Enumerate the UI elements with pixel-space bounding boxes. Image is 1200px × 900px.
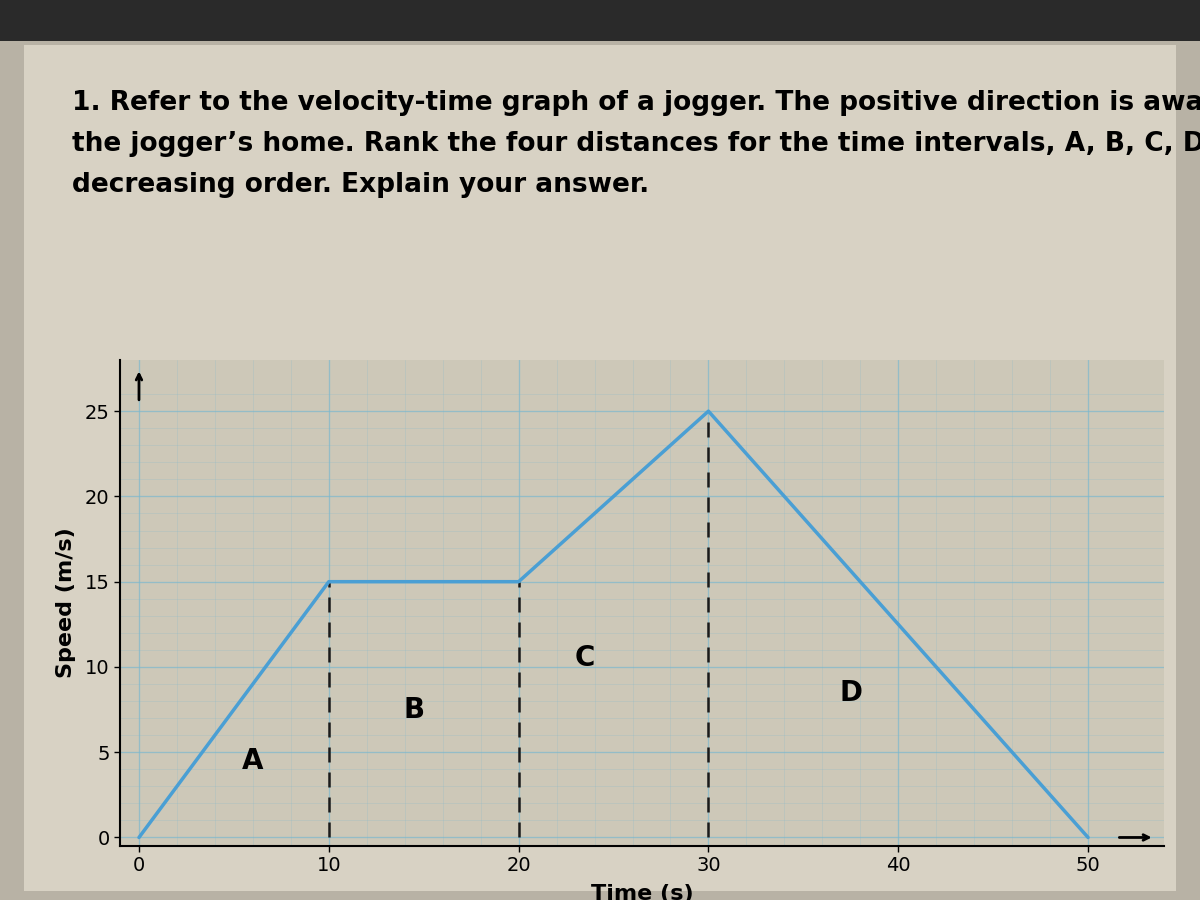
Text: 1. Refer to the velocity-time graph of a jogger. The positive direction is away : 1. Refer to the velocity-time graph of a… (72, 90, 1200, 198)
Text: D: D (839, 679, 863, 706)
X-axis label: Time (s): Time (s) (590, 884, 694, 900)
Text: B: B (403, 696, 425, 724)
Text: A: A (242, 747, 264, 775)
Y-axis label: Speed (m/s): Speed (m/s) (56, 527, 77, 679)
Text: C: C (575, 644, 595, 672)
